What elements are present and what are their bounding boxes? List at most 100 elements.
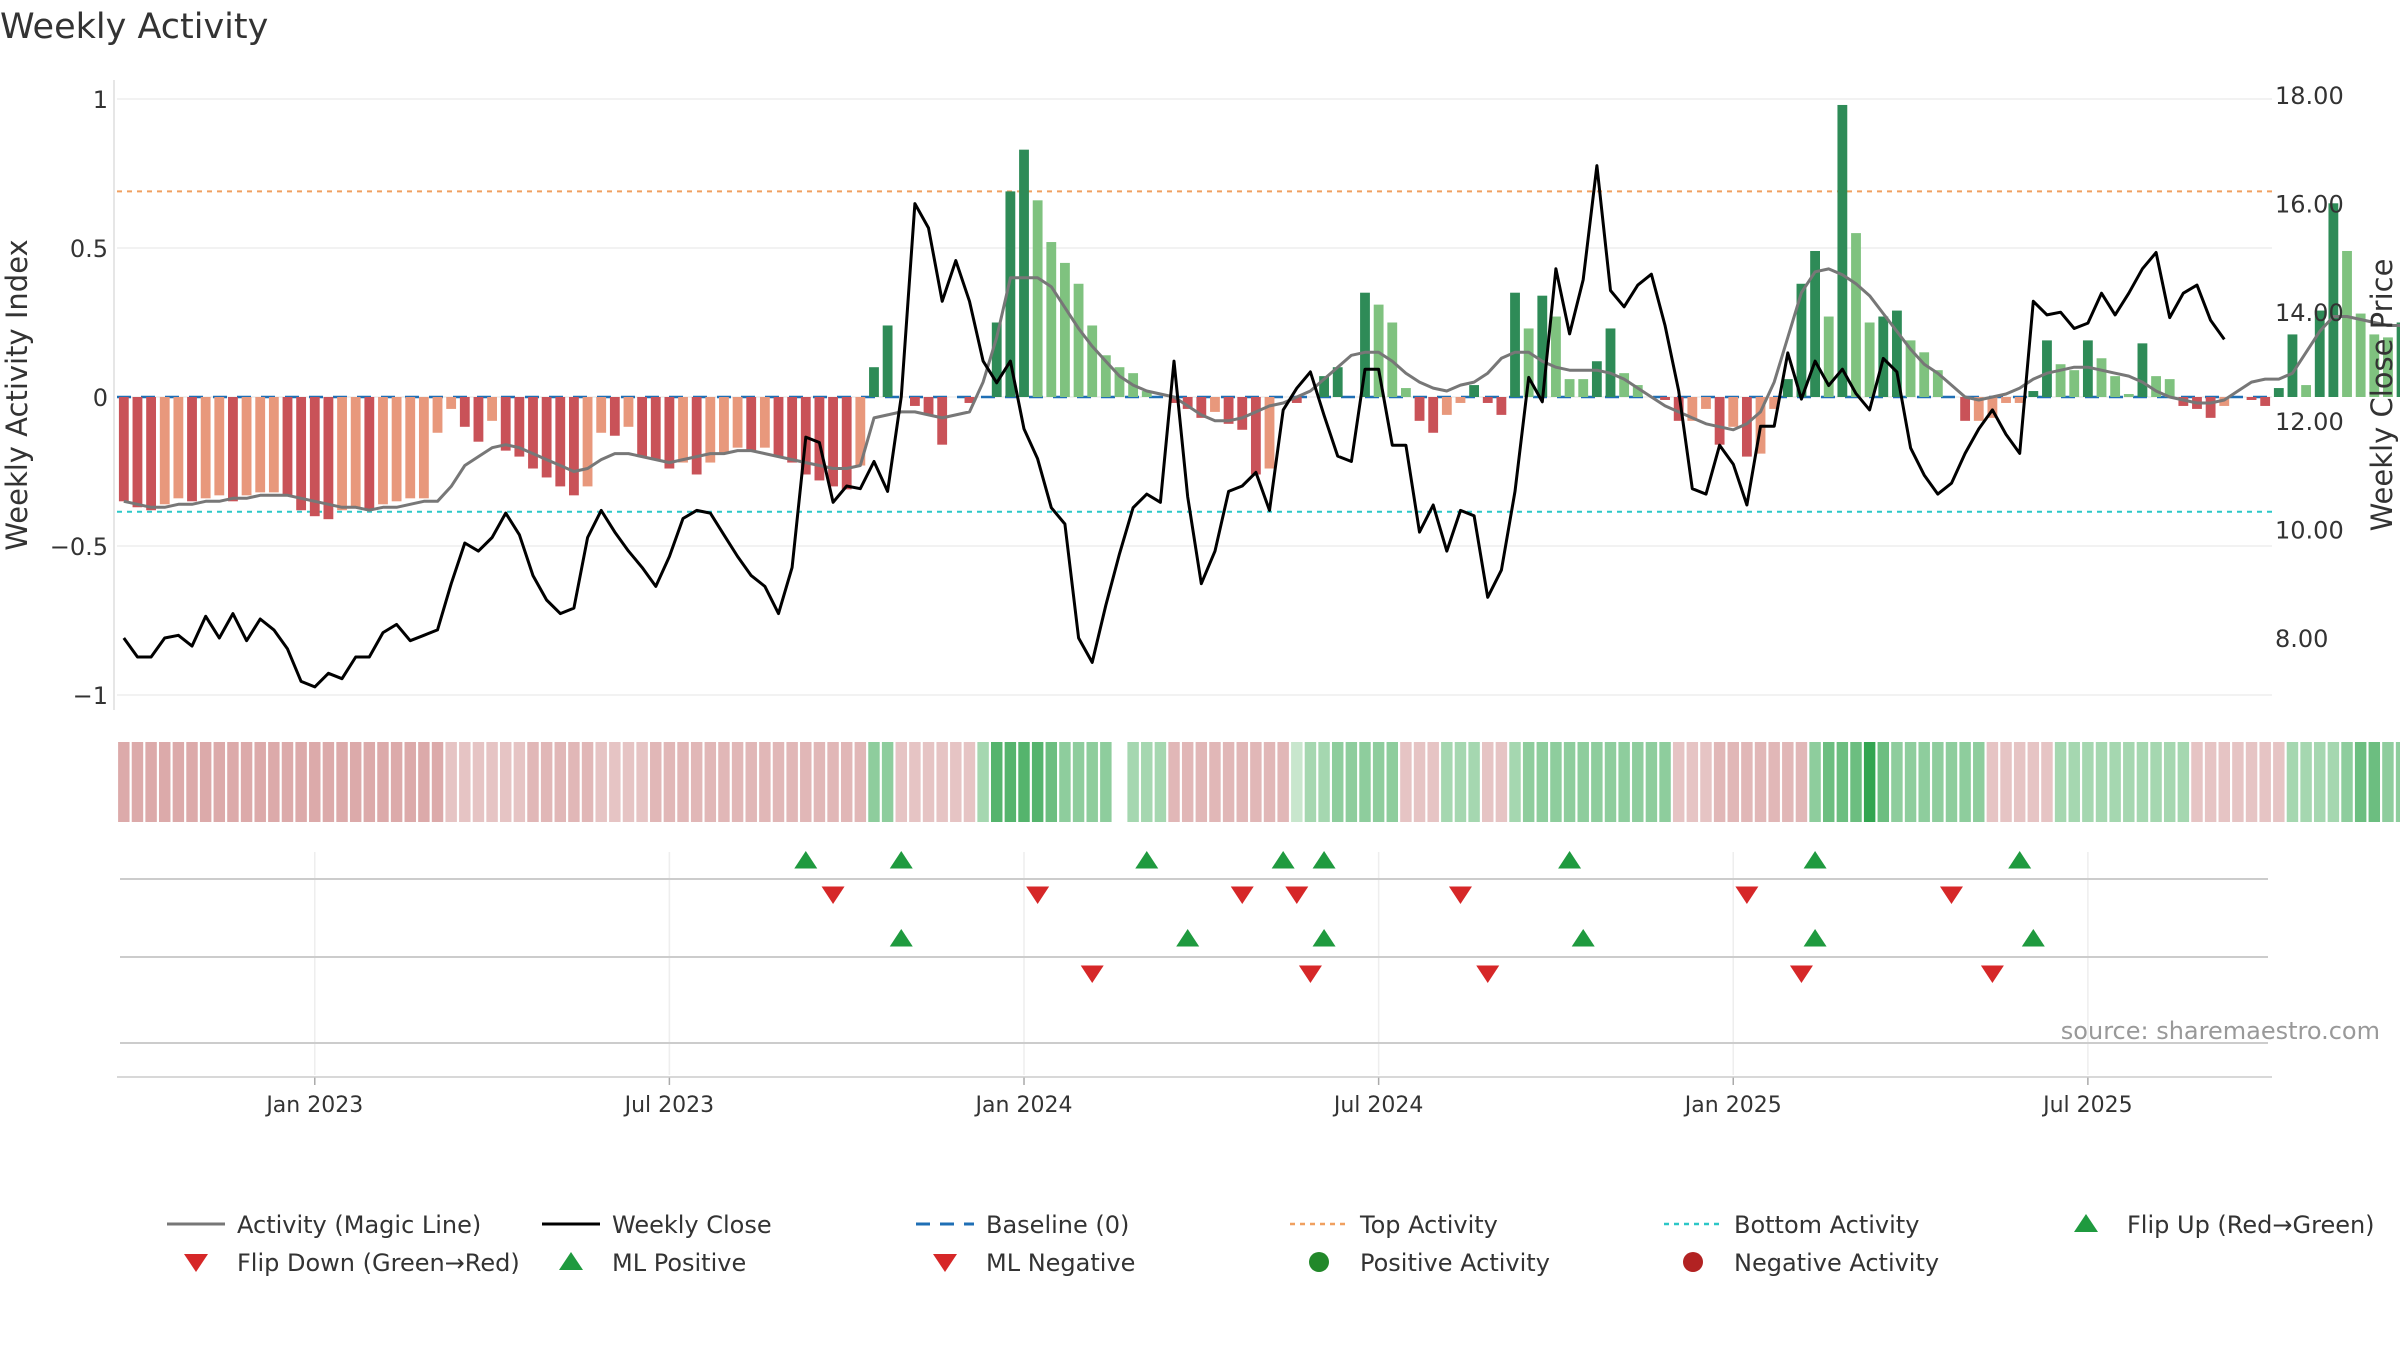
strip-cell bbox=[1141, 742, 1153, 822]
strip-cell bbox=[1222, 742, 1235, 822]
activity-bar bbox=[282, 397, 293, 496]
strip-cell bbox=[1482, 742, 1494, 822]
activity-bar bbox=[268, 397, 279, 493]
activity-bar bbox=[323, 397, 334, 520]
strip-cell bbox=[772, 742, 785, 822]
strip-cell bbox=[1754, 742, 1767, 822]
activity-bar bbox=[2028, 391, 2039, 397]
activity-bar bbox=[2355, 313, 2366, 397]
strip-cell bbox=[1522, 742, 1535, 822]
strip-cell bbox=[2013, 742, 2026, 822]
strip-cell bbox=[254, 742, 266, 822]
activity-bar bbox=[1987, 397, 1998, 418]
flip-up-marker bbox=[889, 851, 913, 869]
activity-bar bbox=[2001, 397, 2011, 403]
activity-bar bbox=[705, 397, 716, 463]
strip-cell bbox=[240, 742, 253, 822]
legend-swatch-negative-activity bbox=[1683, 1252, 1703, 1272]
strip-cell bbox=[1154, 742, 1167, 822]
activity-bar bbox=[1892, 310, 1902, 397]
weekly-close-line bbox=[122, 164, 2226, 689]
grid-layer bbox=[117, 98, 2272, 1075]
strip-cell bbox=[186, 742, 198, 822]
strip-cell bbox=[622, 742, 635, 822]
activity-bar bbox=[1632, 385, 1643, 397]
y-left-tick-label: 1 bbox=[93, 86, 108, 114]
strip-cell bbox=[1645, 742, 1658, 822]
series-lines bbox=[122, 164, 2400, 689]
activity-bar bbox=[405, 397, 416, 499]
activity-bar bbox=[569, 397, 579, 496]
flip-up-marker bbox=[1803, 851, 1827, 869]
activity-bar bbox=[1360, 292, 1370, 397]
activity-bar bbox=[1523, 328, 1534, 397]
strip-cell bbox=[1168, 742, 1180, 822]
strip-cell bbox=[1468, 742, 1480, 822]
flip-up-marker bbox=[794, 851, 818, 869]
activity-bar bbox=[1455, 397, 1466, 403]
strip-cell bbox=[172, 742, 185, 822]
flip-down-marker bbox=[1939, 886, 1963, 904]
strip-cell bbox=[1209, 742, 1221, 822]
activity-bar bbox=[2260, 397, 2271, 406]
activity-bar bbox=[1660, 397, 1670, 400]
ml-negative-marker bbox=[1476, 965, 1500, 983]
strip-cell bbox=[159, 742, 171, 822]
ml-negative-marker bbox=[1789, 965, 1813, 983]
legend-swatch-ml-negative bbox=[933, 1254, 957, 1272]
activity-bar bbox=[2055, 364, 2066, 397]
activity-bar bbox=[759, 397, 770, 448]
activity-bar bbox=[1196, 397, 1207, 418]
activity-bar bbox=[909, 397, 920, 406]
legend-label: Top Activity bbox=[1359, 1211, 1498, 1239]
activity-bar bbox=[1810, 250, 1820, 397]
activity-bar bbox=[1141, 391, 1152, 397]
activity-bar bbox=[1510, 292, 1520, 397]
strip-cell bbox=[1195, 742, 1208, 822]
strip-cell bbox=[2341, 742, 2353, 822]
activity-bar bbox=[228, 397, 238, 502]
strip-cell bbox=[704, 742, 717, 822]
activity-bar bbox=[514, 397, 525, 457]
strip-cell bbox=[2300, 742, 2312, 822]
strip-cell bbox=[554, 742, 567, 822]
strip-cell bbox=[1454, 742, 1467, 822]
activity-bar bbox=[146, 397, 157, 511]
ml-positive-marker bbox=[889, 929, 913, 947]
strip-cell bbox=[1031, 742, 1044, 822]
strip-cell bbox=[2041, 742, 2053, 822]
activity-bar bbox=[964, 397, 975, 403]
activity-bar bbox=[1714, 397, 1725, 445]
strip-cell bbox=[513, 742, 526, 822]
activity-bar bbox=[937, 397, 948, 445]
strip-cell bbox=[1331, 742, 1344, 822]
strip-cell bbox=[2327, 742, 2340, 822]
strip-cell bbox=[349, 742, 362, 822]
ml-positive-marker bbox=[1176, 929, 1200, 947]
strip-cell bbox=[281, 742, 294, 822]
activity-bar bbox=[1114, 367, 1125, 397]
activity-bar bbox=[1060, 262, 1070, 397]
flip-up-marker bbox=[2008, 851, 2032, 869]
strip-cell bbox=[1932, 742, 1944, 822]
strip-cell bbox=[568, 742, 580, 822]
strip-cell bbox=[1822, 742, 1835, 822]
activity-bar bbox=[841, 397, 852, 490]
activity-bar bbox=[1564, 379, 1575, 397]
strip-cell bbox=[2382, 742, 2394, 822]
activity-bar bbox=[255, 397, 266, 493]
y-right-tick-label: 14.00 bbox=[2275, 299, 2344, 327]
strip-cell bbox=[922, 742, 935, 822]
activity-bar bbox=[1182, 397, 1193, 409]
activity-bar bbox=[2069, 370, 2080, 397]
activity-bar bbox=[2342, 250, 2352, 397]
strip-cell bbox=[2082, 742, 2094, 822]
activity-bar bbox=[1250, 397, 1261, 475]
strip-cell bbox=[1536, 742, 1549, 822]
activity-bar bbox=[719, 397, 729, 454]
strip-cell bbox=[1495, 742, 1508, 822]
strip-cell bbox=[445, 742, 457, 822]
activity-bar bbox=[1919, 352, 1930, 397]
strip-cell bbox=[1659, 742, 1671, 822]
strip-cell bbox=[1100, 742, 1112, 822]
